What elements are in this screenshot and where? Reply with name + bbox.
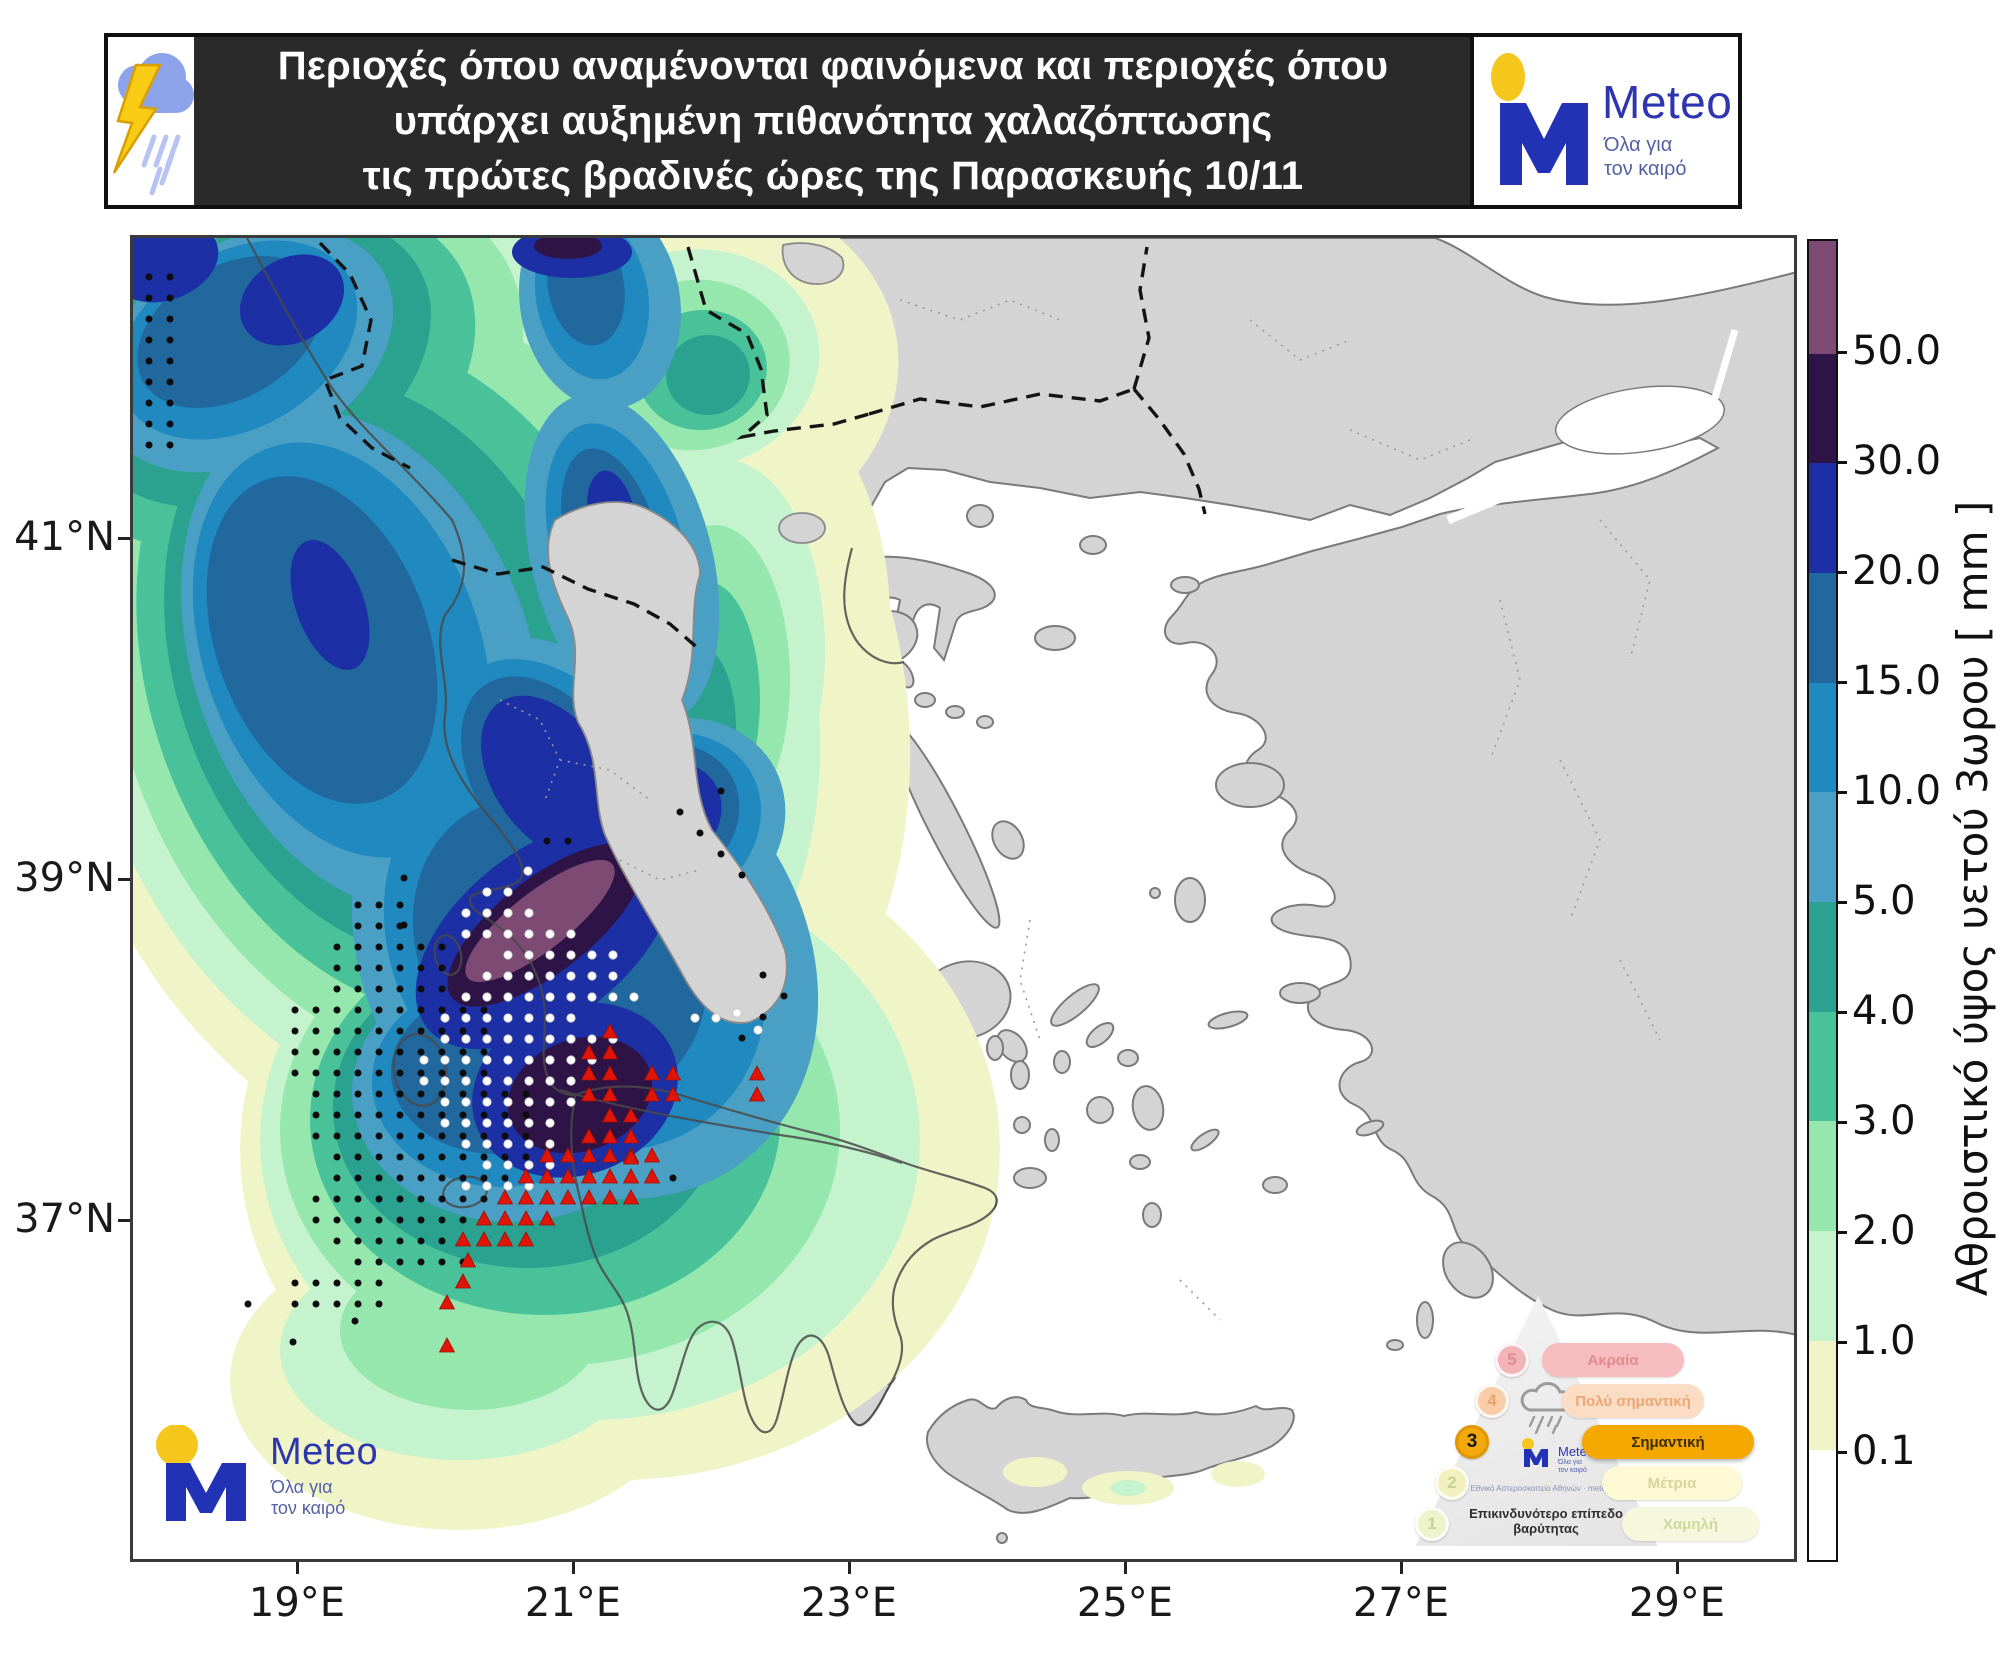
meteo-brand-name: Meteo	[1602, 76, 1733, 128]
x-axis-tick-label: 21°E	[524, 1580, 622, 1626]
severity-chip-5: 5	[1495, 1343, 1529, 1377]
albania-interior	[547, 242, 845, 1024]
colorbar-segment	[1809, 1340, 1836, 1451]
colorbar-tick-label: 0.1	[1852, 1428, 1916, 1474]
colorbar-segment	[1809, 902, 1836, 1012]
meteo-tagline-2: τον καιρό	[1604, 158, 1687, 180]
y-axis-tick-label: 41°N	[14, 514, 115, 560]
greece-precipitation-map	[133, 238, 1794, 1559]
marmara-straits	[1446, 329, 1739, 525]
colorbar-tick-label: 4.0	[1852, 988, 1916, 1034]
x-axis-tick-label: 27°E	[1352, 1580, 1450, 1626]
storm-cloud-lightning-icon	[112, 53, 194, 196]
severity-chip-2: 2	[1435, 1466, 1469, 1500]
colorbar-title: Αθροιστικό ύψος υετού 3ωρου [ mm ]	[1948, 500, 1997, 1297]
severity-chip-1: 1	[1415, 1507, 1449, 1541]
colorbar-tick-label: 30.0	[1852, 438, 1942, 484]
y-axis-tick-label: 39°N	[14, 855, 115, 901]
watermark-brand-name: Meteo	[270, 1431, 379, 1473]
x-axis-tick-label: 29°E	[1628, 1580, 1726, 1626]
severity-pill-2: Μέτρια	[1602, 1466, 1742, 1500]
severity-pill-3: Σημαντική	[1582, 1425, 1754, 1459]
colorbar-segment	[1809, 682, 1836, 793]
severity-pill-5: Ακραία	[1542, 1343, 1684, 1377]
colorbar-segment	[1809, 463, 1836, 573]
x-axis-tick-label: 23°E	[800, 1580, 898, 1626]
colorbar-segment	[1809, 353, 1836, 464]
meteo-logo-box: Meteo Όλα για τον καιρό	[1470, 33, 1742, 209]
meteo-tagline-1: Όλα για	[1604, 134, 1673, 156]
watermark-tagline-1: Όλα για	[271, 1477, 333, 1497]
pyramid-footer: Επικινδυνότερο επίπεδο βαρύτητας	[1469, 1506, 1623, 1536]
colorbar-segment	[1809, 1121, 1836, 1232]
severity-pill-4: Πολύ σημαντική	[1562, 1384, 1704, 1418]
colorbar-segment	[1809, 241, 1836, 354]
x-axis-tick-label: 19°E	[248, 1580, 346, 1626]
map-frame[interactable]	[130, 235, 1797, 1562]
header-title-line3: τις πρώτες βραδινές ώρες της Παρασκευής …	[362, 153, 1304, 198]
meteo-m-logo-icon	[1491, 53, 1588, 185]
severity-pyramid-legend: Meteo Όλα για τον καιρό Εθνικό Αστεροσκοπ…	[1412, 1288, 1759, 1556]
meteo-m-watermark-icon	[156, 1424, 246, 1521]
header-title-line1: Περιοχές όπου αναμένονται φαινόμενα και …	[277, 43, 1389, 88]
colorbar-tick-label: 50.0	[1852, 328, 1942, 374]
colorbar-tick-label: 2.0	[1852, 1208, 1916, 1254]
pyramid-mini-meteo-icon	[1522, 1438, 1548, 1467]
severity-chip-4: 4	[1475, 1384, 1509, 1418]
country-borders	[318, 241, 1207, 652]
prefecture-borders	[499, 299, 1661, 1321]
meteo-watermark: Meteo Όλα για τον καιρό	[152, 1424, 452, 1535]
pyramid-mini-tagline: Όλα για τον καιρό	[1558, 1459, 1587, 1474]
severity-chip-3: 3	[1455, 1425, 1489, 1459]
colorbar-segment	[1809, 1450, 1836, 1561]
watermark-tagline-2: τον καιρό	[271, 1498, 346, 1518]
colorbar-segment	[1809, 573, 1836, 683]
colorbar-tick-label: 1.0	[1852, 1318, 1916, 1364]
header-title: Περιοχές όπου αναμένονται φαινόμενα και …	[194, 33, 1472, 209]
colorbar-tick-label: 10.0	[1852, 768, 1942, 814]
pyramid-org-line: Εθνικό Αστεροσκοπείο Αθηνών · meteo.gr	[1470, 1484, 1620, 1493]
precipitation-colorbar	[1807, 239, 1838, 1562]
colorbar-tick-label: 20.0	[1852, 548, 1942, 594]
anatolia-balkans-landmass	[834, 238, 1794, 1336]
rhodes	[1442, 1241, 1494, 1299]
severity-pill-1: Χαμηλή	[1622, 1507, 1759, 1541]
colorbar-segment	[1809, 1011, 1836, 1122]
storm-icon-box	[104, 33, 198, 209]
x-axis-tick-label: 25°E	[1076, 1580, 1174, 1626]
colorbar-segment	[1809, 792, 1836, 903]
colorbar-segment	[1809, 1231, 1836, 1341]
colorbar-tick-label: 3.0	[1852, 1098, 1916, 1144]
y-axis-tick-label: 37°N	[14, 1196, 115, 1242]
colorbar-tick-label: 15.0	[1852, 658, 1942, 704]
colorbar-tick-label: 5.0	[1852, 878, 1916, 924]
hail-risk-markers	[145, 273, 788, 1353]
header-title-line2: υπάρχει αυξημένη πιθανότητα χαλαζόπτωσης	[393, 98, 1273, 143]
